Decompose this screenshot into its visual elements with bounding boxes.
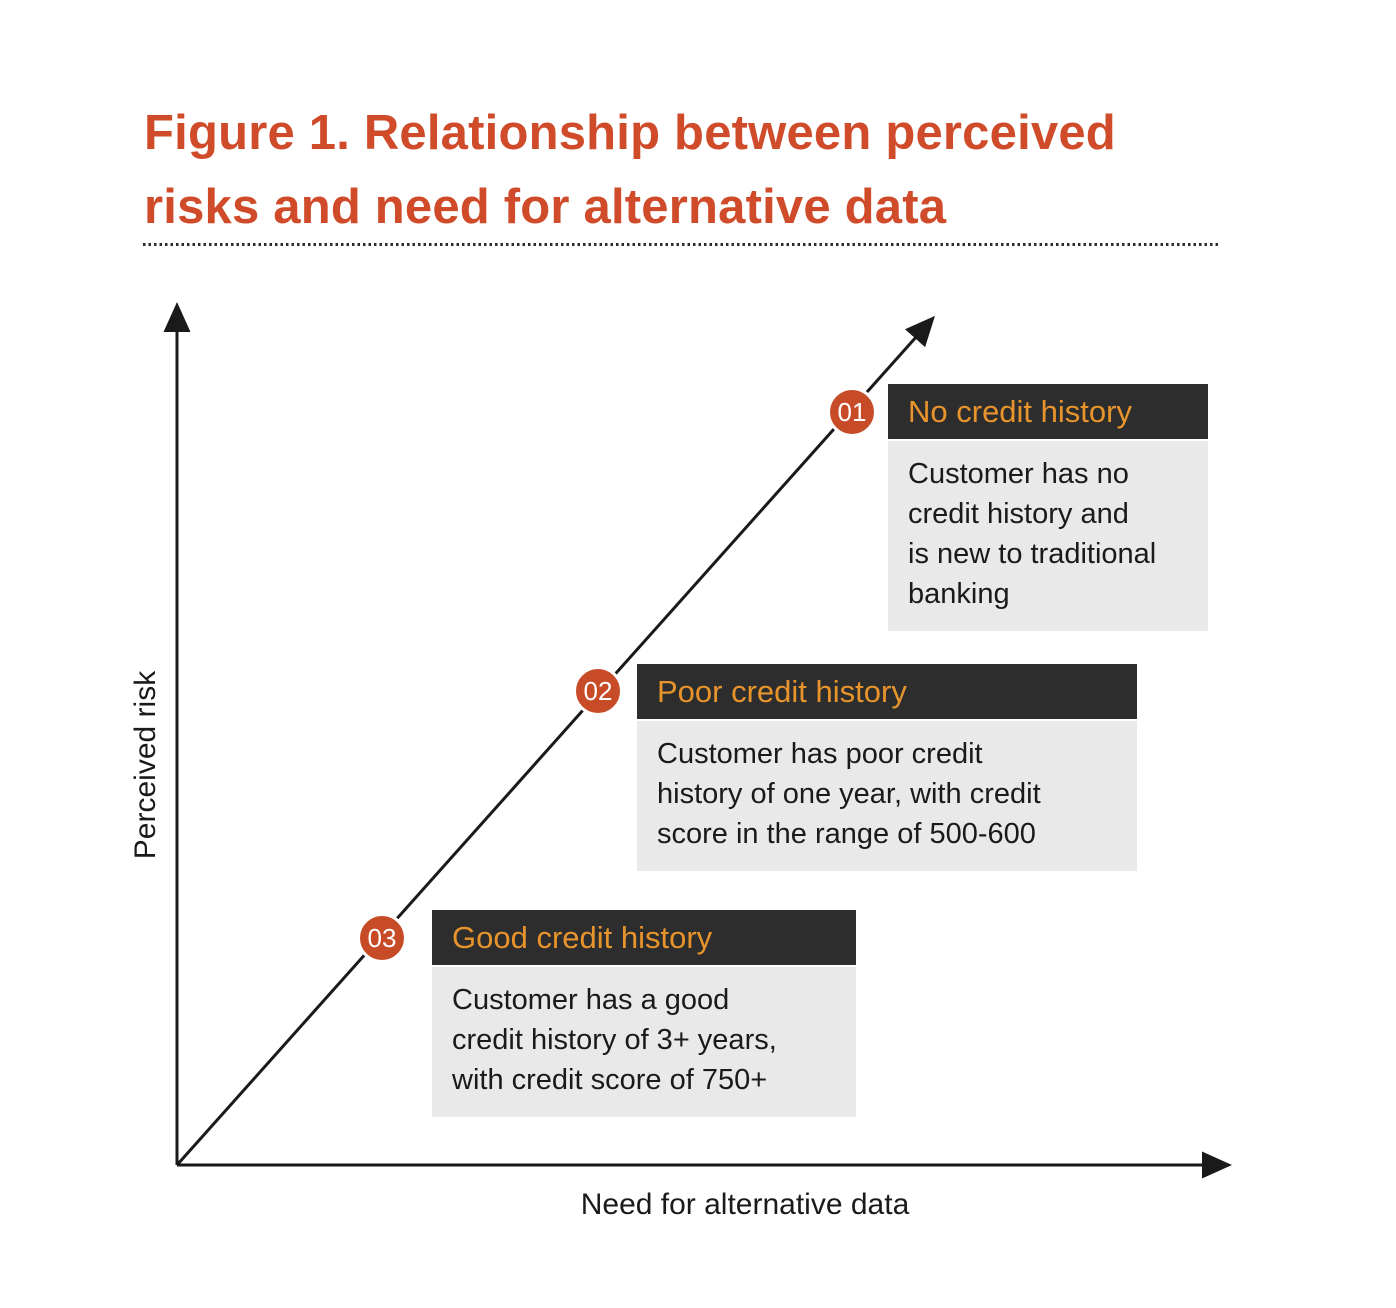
callout-02-body: Customer has poor credit history of one … — [637, 721, 1137, 871]
callout-02-heading: Poor credit history — [637, 664, 1137, 719]
callout-03-heading: Good credit history — [432, 910, 856, 965]
callout-01-heading: No credit history — [888, 384, 1208, 439]
callout-01-number-badge: 01 — [827, 387, 877, 437]
callout-03-number-badge: 03 — [357, 913, 407, 963]
callout-03-body: Customer has a good credit history of 3+… — [432, 967, 856, 1117]
x-axis-label: Need for alternative data — [580, 1188, 910, 1221]
y-axis-label: Perceived risk — [129, 670, 162, 860]
diagonal-trend-arrow — [175, 315, 935, 1166]
callout-01: No credit history Customer has no credit… — [888, 384, 1208, 631]
figure-title: Figure 1. Relationship between perceived… — [144, 106, 1116, 234]
callout-02: Poor credit history Customer has poor cr… — [637, 664, 1137, 871]
callout-02-number-badge: 02 — [573, 666, 623, 716]
callout-03: Good credit history Customer has a good … — [432, 910, 856, 1117]
callout-01-body: Customer has no credit history and is ne… — [888, 441, 1208, 631]
dotted-separator — [143, 243, 1218, 246]
